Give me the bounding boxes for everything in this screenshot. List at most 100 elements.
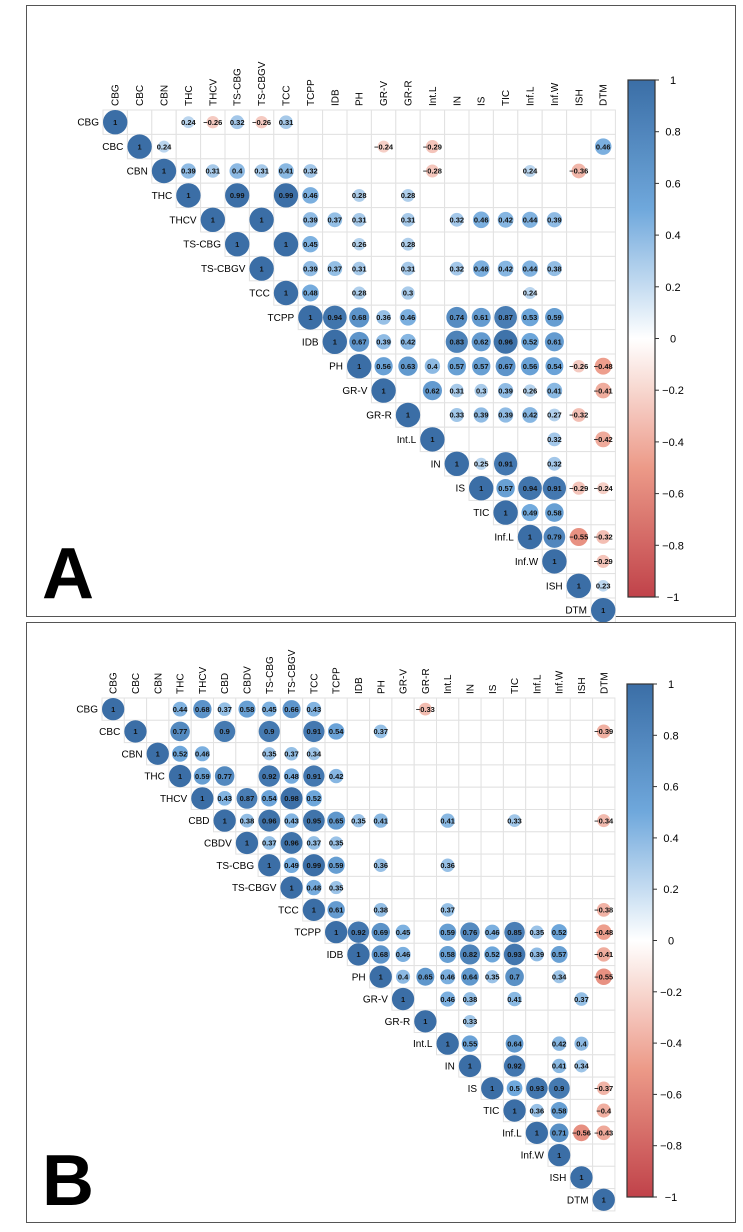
correlation-circle <box>497 260 514 277</box>
correlation-circle <box>571 163 587 179</box>
correlation-value: −0.37 <box>594 1084 613 1093</box>
correlation-value: 0.96 <box>498 338 513 347</box>
correlation-value: 0.64 <box>507 1039 522 1048</box>
correlation-value: 0.43 <box>284 816 299 825</box>
grid-cell <box>541 109 568 135</box>
correlation-value: 0.55 <box>463 1039 478 1048</box>
correlation-value: 0.95 <box>307 816 322 825</box>
correlation-circle <box>445 330 468 353</box>
correlation-value: 0.26 <box>523 386 538 395</box>
colorbar-tick-label: 0 <box>670 334 676 346</box>
correlation-circle <box>302 236 319 253</box>
correlation-circle <box>349 307 370 328</box>
correlation-value: −0.24 <box>374 142 394 151</box>
column-label: Inf.W <box>550 82 561 106</box>
correlation-circle <box>521 308 539 327</box>
correlation-circle <box>283 768 300 784</box>
column-label: DTM <box>599 84 610 106</box>
grid-cell <box>480 786 504 811</box>
grid-cell <box>322 231 348 257</box>
correlation-circle <box>329 836 343 850</box>
row-label: TCPP <box>294 928 321 939</box>
correlation-value: 1 <box>601 606 605 615</box>
row-label: CBN <box>121 749 142 760</box>
grid-cell <box>468 158 494 184</box>
column-label: THCV <box>198 666 209 694</box>
correlation-circle <box>225 183 250 208</box>
grid-cell <box>419 231 446 257</box>
grid-cell <box>346 697 371 721</box>
row-label: TCPP <box>268 313 295 324</box>
grid-cell <box>324 742 348 766</box>
grid-cell <box>436 764 460 788</box>
correlation-circle <box>596 902 611 917</box>
grid-cell <box>566 451 592 477</box>
grid-cell <box>569 742 594 766</box>
grid-cell <box>413 987 438 1011</box>
column-label: TS-CBG <box>265 656 276 694</box>
grid-cell <box>525 1054 549 1078</box>
grid-cell <box>436 875 460 900</box>
grid-cell <box>413 875 438 900</box>
column-label: TIC <box>510 678 521 694</box>
grid-cell <box>569 831 594 855</box>
correlation-value: 1 <box>333 338 337 347</box>
correlation-circle <box>503 943 526 966</box>
correlation-circle <box>574 1059 588 1073</box>
correlation-value: 0.57 <box>552 950 567 959</box>
correlation-value: 0.92 <box>351 928 366 937</box>
grid-cell <box>525 1032 549 1056</box>
correlation-circle <box>596 1103 611 1118</box>
correlation-circle <box>521 504 539 522</box>
correlation-circle <box>217 791 232 806</box>
grid-cell <box>569 809 594 833</box>
correlation-value: 0.99 <box>279 191 294 200</box>
correlation-circle <box>236 787 258 809</box>
grid-cell <box>391 786 415 811</box>
correlation-value: 0.42 <box>329 772 344 781</box>
grid-cell <box>541 231 568 257</box>
correlation-circle <box>193 767 211 785</box>
correlation-circle <box>450 383 464 398</box>
row-label: TS-CBG <box>183 240 221 251</box>
grid-cell <box>566 377 592 404</box>
correlation-circle <box>400 333 416 350</box>
grid-cell <box>525 987 549 1011</box>
correlation-circle <box>278 163 294 179</box>
correlation-circle <box>376 310 391 325</box>
correlation-value: 0.41 <box>547 386 562 395</box>
correlation-value: 1 <box>379 972 383 981</box>
grid-cell <box>468 426 494 453</box>
grid-cell <box>224 207 250 233</box>
correlation-circle <box>303 164 318 178</box>
grid-cell <box>370 280 397 306</box>
colorbar-tick-label: −0.4 <box>660 1038 682 1050</box>
column-label: IS <box>488 684 499 694</box>
grid-cell <box>322 182 348 209</box>
grid-cell <box>458 853 482 877</box>
correlation-circle <box>305 790 322 807</box>
correlation-circle <box>523 384 537 397</box>
correlation-value: 0.4 <box>576 1039 587 1048</box>
correlation-circle <box>551 1036 567 1051</box>
correlation-value: 0.35 <box>262 749 277 758</box>
grid-cell <box>346 764 371 788</box>
grid-cell <box>569 920 594 944</box>
column-label: CBC <box>135 85 146 106</box>
correlation-circle <box>471 356 491 376</box>
correlation-value: 0.36 <box>530 1106 545 1115</box>
correlation-value: 0.44 <box>173 705 188 714</box>
correlation-value: 0.87 <box>498 313 513 322</box>
grid-cell <box>525 831 549 855</box>
grid-cell <box>346 182 372 209</box>
grid-cell <box>369 875 393 900</box>
grid-cell <box>480 809 504 833</box>
correlation-value: 0.61 <box>329 906 344 915</box>
grid-cell <box>590 207 616 233</box>
correlation-value: 0.44 <box>523 216 538 225</box>
grid-cell <box>346 719 371 744</box>
column-label: TS-CBGV <box>257 61 268 106</box>
column-label: Int.L <box>443 674 454 694</box>
correlation-value: 0.82 <box>463 950 478 959</box>
grid-cell <box>592 987 616 1011</box>
